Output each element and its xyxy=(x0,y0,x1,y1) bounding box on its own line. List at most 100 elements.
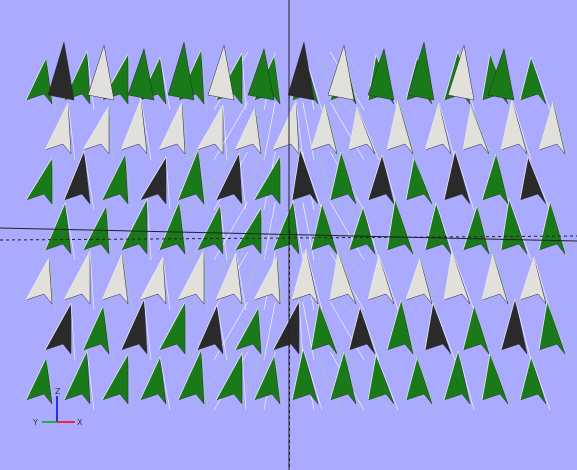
fin-edge xyxy=(538,201,551,251)
wire-edge xyxy=(343,351,390,411)
fin-edge xyxy=(44,302,72,351)
fin-edge xyxy=(272,100,297,151)
fin-edge xyxy=(215,252,237,301)
fin-edge xyxy=(424,102,440,151)
y-axis-label: Y xyxy=(32,418,38,427)
fin-edge xyxy=(405,357,418,401)
fin-edge xyxy=(127,53,133,111)
fin-blade xyxy=(47,41,75,101)
fin-edge xyxy=(519,356,532,401)
wire-edge xyxy=(343,51,390,111)
fin-edge xyxy=(489,353,513,411)
fin-edge xyxy=(273,55,285,111)
fin-edge xyxy=(337,251,361,311)
wire-edge xyxy=(329,201,365,261)
wire-edge xyxy=(343,101,390,161)
wire-edge xyxy=(263,101,276,161)
fin-edge xyxy=(178,201,190,261)
fin-edge xyxy=(241,52,247,111)
fin-edge xyxy=(329,251,339,301)
fin-edge xyxy=(546,301,570,361)
fin-edge xyxy=(273,355,285,411)
fin-edge xyxy=(216,304,228,361)
fin-edge xyxy=(67,102,76,161)
fin-edge xyxy=(367,354,377,401)
fin-edge xyxy=(435,202,456,261)
fin-edge xyxy=(44,202,66,251)
fin-edge xyxy=(254,107,266,161)
fin-edge xyxy=(25,57,47,101)
fin-edge xyxy=(476,205,494,261)
fin-edge xyxy=(291,348,304,401)
fin-array xyxy=(25,41,570,411)
fin-edge xyxy=(310,303,320,351)
fin-edge xyxy=(203,249,209,311)
fin-edge xyxy=(177,149,199,201)
fin-edge xyxy=(146,198,152,261)
fin-edge xyxy=(356,106,380,161)
fin-edge xyxy=(234,207,262,251)
fin-edge xyxy=(253,155,281,201)
fin-edge xyxy=(108,105,114,161)
fin-blade xyxy=(167,41,195,101)
fin-edge xyxy=(386,299,402,351)
fin-edge xyxy=(310,203,323,251)
horizontal-axis-line xyxy=(0,227,577,242)
fin-blade xyxy=(127,47,155,101)
fin-edge xyxy=(101,153,126,201)
wire-edge xyxy=(263,201,276,261)
wire-edge xyxy=(238,251,262,311)
fin-edge xyxy=(253,355,275,401)
fin-edge xyxy=(51,157,57,211)
fin-edge xyxy=(519,256,535,301)
fin-edge xyxy=(139,356,161,401)
fin-edge xyxy=(329,151,342,201)
wire-edge xyxy=(316,351,340,411)
fin-blade xyxy=(207,45,235,101)
fin-edge xyxy=(82,205,107,251)
fin-blade xyxy=(87,45,115,101)
fin-edge xyxy=(48,257,57,311)
fin-edge xyxy=(514,298,532,361)
fin-edge xyxy=(367,154,383,201)
fin-edge xyxy=(538,301,548,351)
fin-edge xyxy=(533,256,551,311)
fin-edge xyxy=(419,257,437,311)
fin-edge xyxy=(158,201,180,251)
fin-edge xyxy=(375,354,399,411)
wire-edge xyxy=(213,101,249,161)
fin-edge xyxy=(159,356,171,411)
fin-edge xyxy=(386,199,396,251)
wire-edge xyxy=(238,151,262,211)
fin-edge xyxy=(234,307,259,351)
fin-edge xyxy=(343,351,361,411)
fin-edge xyxy=(321,203,342,261)
fin-edge xyxy=(200,349,209,411)
wire-edge xyxy=(316,151,340,211)
fin-edge xyxy=(45,57,57,111)
fin-edge xyxy=(329,351,345,401)
fin-edge xyxy=(120,298,145,351)
fin-edge xyxy=(177,349,202,401)
fin-edge xyxy=(63,150,85,201)
fin-edge xyxy=(362,206,380,261)
fin-edge xyxy=(378,254,399,311)
fin-edge xyxy=(424,302,434,351)
fin-edge xyxy=(291,148,301,201)
wire-edge xyxy=(329,101,365,161)
fin-edge xyxy=(500,198,510,251)
fin-edge xyxy=(89,250,95,311)
fin-edge xyxy=(215,152,240,201)
fin-edge xyxy=(82,105,110,151)
fin-edge xyxy=(348,106,358,151)
fin-edge xyxy=(508,198,532,261)
fin-edge xyxy=(158,301,186,351)
fin-edge xyxy=(291,248,307,301)
fin-edge xyxy=(215,352,243,401)
fin-edge xyxy=(500,298,516,351)
fin-blade xyxy=(287,41,315,101)
fin-edge xyxy=(549,201,570,261)
